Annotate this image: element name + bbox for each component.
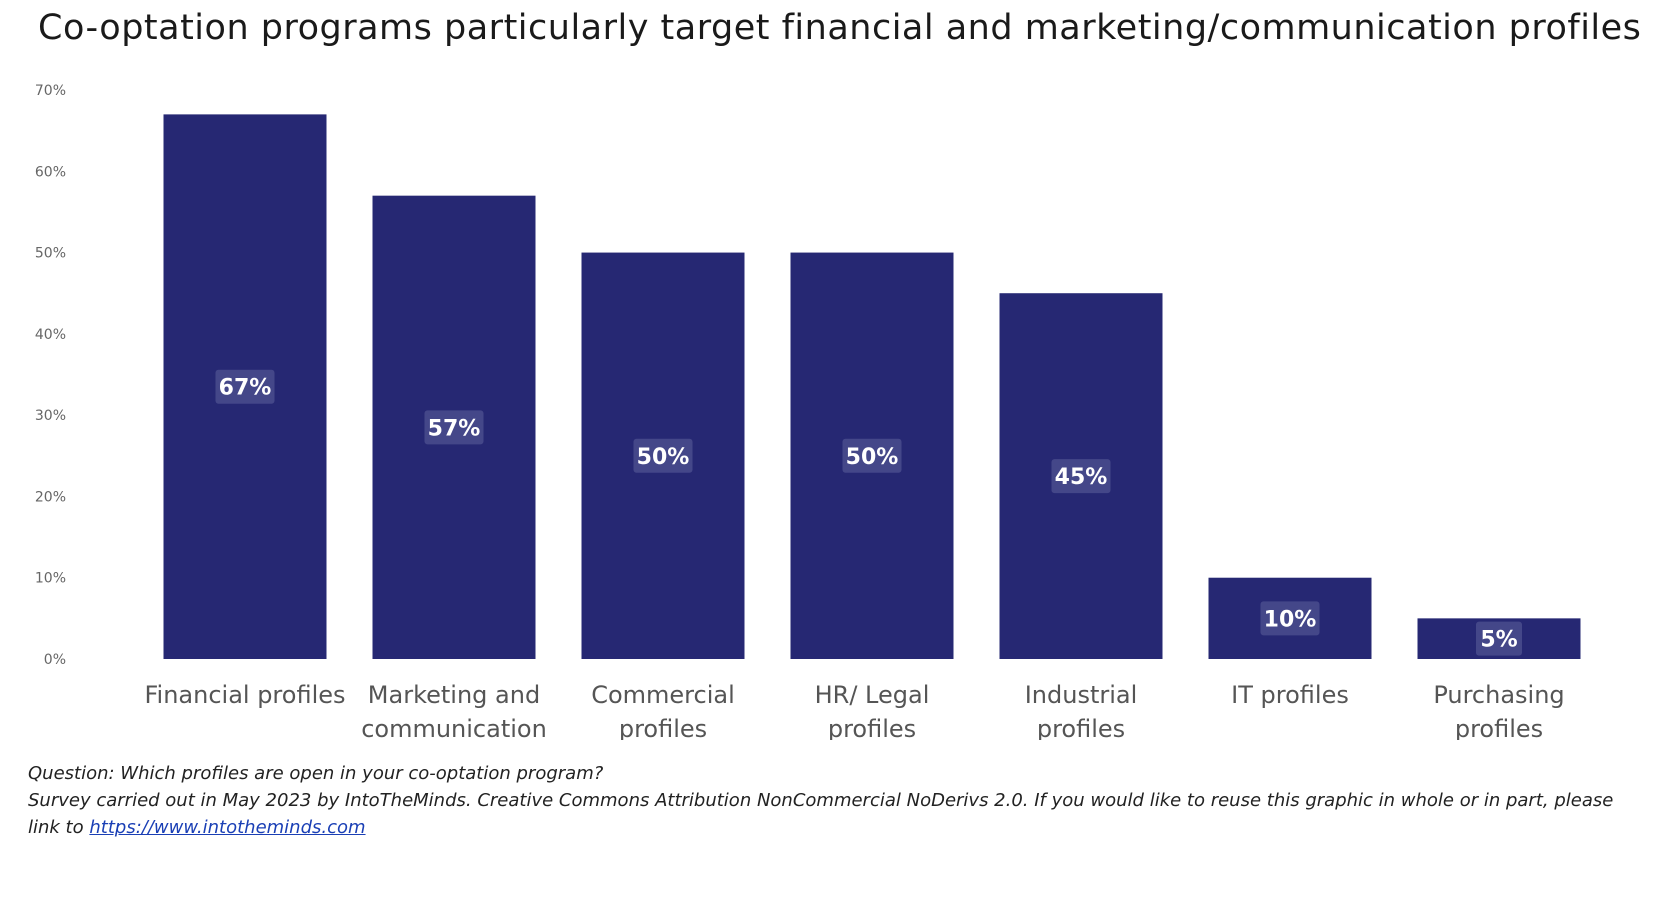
y-tick-label: 50% — [35, 246, 66, 262]
x-tick-label: Purchasing profiles — [1433, 681, 1564, 740]
y-tick-label: 60% — [35, 164, 66, 180]
data-label-background — [1476, 621, 1522, 656]
data-label-background — [1051, 459, 1111, 494]
data-label: 57% — [428, 416, 481, 441]
x-tick-label-line: HR/ Legal — [815, 681, 930, 709]
x-tick-label-line: profiles — [828, 715, 916, 740]
y-tick-label: 10% — [35, 571, 66, 587]
y-tick-label: 70% — [35, 83, 66, 99]
data-label: 67% — [219, 376, 272, 401]
x-tick-label-line: Financial profiles — [144, 681, 345, 709]
bars-group: 67% 57% 50% 50% 45% 10% 5% — [163, 114, 1581, 660]
x-tick-label-line: profiles — [619, 715, 707, 740]
footer-source-text: Survey carried out in May 2023 by IntoTh… — [28, 790, 1614, 838]
x-tick-label-line: IT profiles — [1231, 681, 1349, 709]
data-label: 10% — [1264, 607, 1317, 632]
x-tick-label: Financial profiles — [144, 681, 345, 709]
data-label-background — [633, 438, 693, 473]
x-tick-label-line: Purchasing — [1433, 681, 1564, 709]
x-tick-label: Marketing andcommunicationprofiles — [361, 681, 547, 740]
data-label: 5% — [1480, 628, 1517, 653]
footer-question: Question: Which profiles are open in you… — [28, 763, 604, 784]
y-tick-label: 20% — [35, 489, 66, 505]
data-label-background — [424, 410, 484, 445]
x-axis: Financial profiles Marketing and communica… — [144, 681, 1564, 740]
chart-footer: Question: Which profiles are open in you… — [28, 760, 1648, 841]
data-label-background — [1260, 601, 1320, 636]
x-tick-label-line: Industrial — [1025, 681, 1138, 709]
bar-chart: 0% 10% 20% 30% 40% 50% 60% 70% 67% 57% 50% 50% 45% 1… — [35, 83, 1581, 740]
x-tick-label-line: profiles — [1037, 715, 1125, 740]
footer-link[interactable]: https://www.intotheminds.com — [89, 817, 366, 838]
y-tick-label: 30% — [35, 408, 66, 424]
x-tick-label-line: Commercial — [591, 681, 735, 709]
x-tick-label-line: Marketing and — [368, 681, 540, 709]
y-axis: 0% 10% 20% 30% 40% 50% 60% 70% — [35, 83, 66, 668]
x-tick-label: IT profiles — [1231, 681, 1349, 709]
data-label-background — [842, 438, 902, 473]
x-tick-label: Commercial profiles — [591, 681, 735, 740]
x-tick-label-line: profiles — [1455, 715, 1543, 740]
footer-source: Survey carried out in May 2023 by IntoTh… — [28, 787, 1648, 841]
chart-title: Co-optation programs particularly target… — [38, 8, 1642, 48]
data-label: 50% — [846, 445, 899, 470]
data-label: 50% — [637, 445, 690, 470]
y-tick-label: 0% — [44, 652, 66, 668]
y-tick-label: 40% — [35, 327, 66, 343]
data-label: 45% — [1055, 465, 1108, 490]
x-tick-label-line: communication — [361, 715, 547, 740]
data-label-background — [215, 369, 275, 404]
x-tick-label: HR/ Legal profiles — [815, 681, 930, 740]
